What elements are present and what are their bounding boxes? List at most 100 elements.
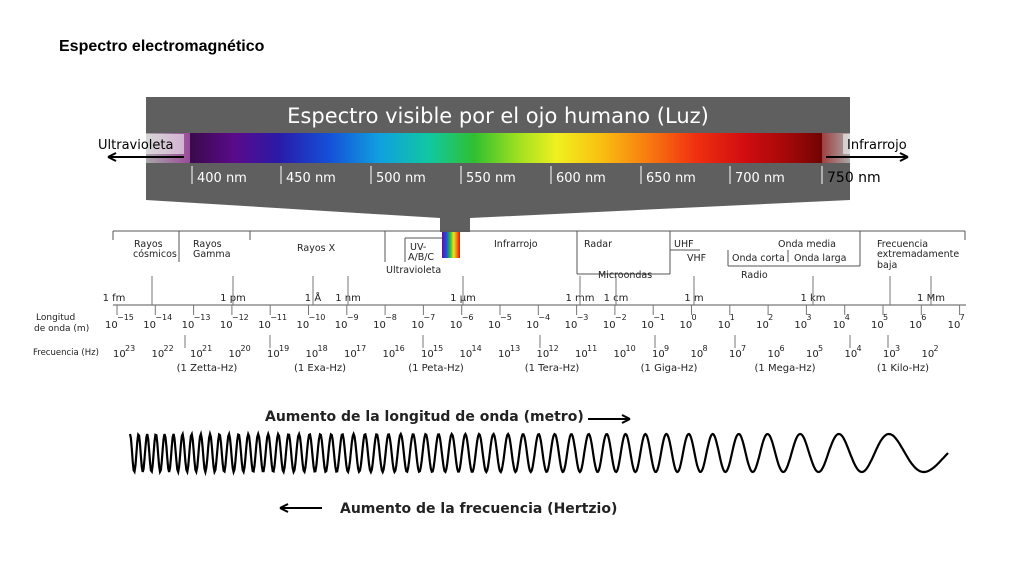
wavelength-base: 10 [335, 320, 348, 331]
frequency-unit-label: (1 Mega-Hz) [755, 363, 816, 374]
band-labels: Rayos cósmicos Rayos Gamma Rayos X UV- A… [133, 239, 959, 281]
nm-label: 600 nm [556, 171, 606, 186]
frequency-base: 10 [267, 349, 280, 360]
nm-label: 650 nm [646, 171, 696, 186]
wavelength-exponent: 6 [921, 313, 926, 322]
band-onda-corta: Onda corta [732, 253, 785, 264]
frequency-base: 10 [460, 349, 473, 360]
panel-background [146, 97, 850, 232]
frequency-exponent: 9 [664, 344, 669, 353]
wavelength-base: 10 [488, 320, 501, 331]
wavelength-caption: Aumento de la longitud de onda (metro) [265, 409, 584, 425]
band-lines [112, 230, 966, 275]
wavelength-base: 10 [948, 320, 961, 331]
wavelength-label-1: Longitud [36, 313, 75, 323]
wavelength-base: 10 [641, 320, 654, 331]
band-freq-baja-1: Frecuencia [877, 239, 928, 250]
frequency-exponent: 12 [549, 344, 559, 353]
frequency-exponent: 14 [472, 344, 482, 353]
frequency-base: 10 [306, 349, 319, 360]
band-freq-baja-3: baja [877, 260, 897, 271]
band-onda-media: Onda media [778, 239, 836, 250]
band-uv-1: UV- [410, 242, 426, 253]
frequency-exponent: 20 [241, 344, 251, 353]
wavelength-exponent: −5 [500, 313, 512, 322]
frequency-base: 10 [883, 349, 896, 360]
right-arrow-icon [588, 414, 631, 424]
band-freq-baja-2: extremadamente [877, 249, 959, 260]
frequency-exponent: 15 [433, 344, 443, 353]
frequency-base: 10 [421, 349, 434, 360]
wavelength-base: 10 [373, 320, 386, 331]
band-onda-larga: Onda larga [794, 253, 846, 264]
frequency-exponent: 4 [857, 344, 862, 353]
frequency-unit-label: (1 Exa-Hz) [294, 363, 346, 374]
frequency-unit-label: (1 Kilo-Hz) [877, 363, 929, 374]
wavelength-base: 10 [833, 320, 846, 331]
frequency-exponent: 22 [164, 344, 174, 353]
wavelength-base: 10 [258, 320, 271, 331]
frequency-exponent: 8 [703, 344, 708, 353]
frequency-exponent: 5 [818, 344, 823, 353]
band-radio: Radio [741, 270, 768, 281]
nm-label: 400 nm [197, 171, 247, 186]
band-microondas: Microondas [598, 270, 652, 281]
wavelength-base: 10 [565, 320, 578, 331]
nm-label: 450 nm [286, 171, 336, 186]
band-uv-2: A/B/C [408, 252, 434, 263]
wavelength-exponent: −4 [538, 313, 550, 322]
frequency-exponent: 11 [587, 344, 597, 353]
nm-label: 750 nm [827, 170, 881, 186]
frequency-exponent: 23 [125, 344, 135, 353]
mini-spectrum [442, 232, 460, 258]
band-vhf: VHF [687, 253, 706, 264]
frequency-base: 10 [537, 349, 550, 360]
frequency-exponents: 1023102210211020101910181017101610151014… [113, 344, 939, 360]
visible-spectrum-panel: Espectro visible por el ojo humano (Luz)… [96, 97, 917, 232]
wavelength-base: 10 [105, 320, 118, 331]
wavelength-base: 10 [220, 320, 233, 331]
frequency-exponent: 7 [741, 344, 746, 353]
wavelength-base: 10 [680, 320, 693, 331]
ir-label: Infrarrojo [847, 138, 907, 153]
frequency-exponent: 13 [510, 344, 520, 353]
band-rayos-cosmicos-2: cósmicos [133, 249, 177, 260]
wavelength-exponents: 10−1510−1410−1310−1210−1110−1010−910−810… [105, 313, 965, 331]
length-unit-label: 1 fm [103, 293, 126, 304]
frequency-exponent: 16 [395, 344, 405, 353]
ir-arrow-icon [826, 152, 909, 162]
frequency-base: 10 [691, 349, 704, 360]
frequency-label: Frecuencia (Hz) [33, 348, 99, 358]
wavelength-base: 10 [603, 320, 616, 331]
slide-title: Espectro electromagnético [59, 38, 265, 55]
wavelength-exponent: −3 [577, 313, 589, 322]
band-rayos-cosmicos-1: Rayos [134, 239, 163, 250]
left-arrow-icon [279, 503, 322, 513]
wavelength-exponent: 4 [845, 313, 850, 322]
wavelength-base: 10 [794, 320, 807, 331]
frequency-base: 10 [768, 349, 781, 360]
frequency-base: 10 [190, 349, 203, 360]
frequency-base: 10 [152, 349, 165, 360]
wavelength-base: 10 [526, 320, 539, 331]
wavelength-base: 10 [909, 320, 922, 331]
frequency-caption: Aumento de la frecuencia (Hertzio) [340, 501, 617, 517]
frequency-unit-label: (1 Giga-Hz) [641, 363, 698, 374]
frequency-base: 10 [806, 349, 819, 360]
wavelength-exponent: −14 [155, 313, 172, 322]
wave-line [128, 429, 949, 477]
frequency-units: (1 Zetta-Hz) (1 Exa-Hz) (1 Peta-Hz) (1 Tera… [177, 363, 930, 374]
wavelength-exponent: 2 [768, 313, 773, 322]
nm-label: 550 nm [466, 171, 516, 186]
frequency-unit-label: (1 Zetta-Hz) [177, 363, 238, 374]
wavelength-exponent: −1 [653, 313, 665, 322]
frequency-base: 10 [614, 349, 627, 360]
frequency-unit-label: (1 Peta-Hz) [408, 363, 464, 374]
frequency-exponent: 10 [626, 344, 636, 353]
frequency-base: 10 [344, 349, 357, 360]
wavelength-base: 10 [182, 320, 195, 331]
nm-labels: 400 nm 450 nm 500 nm 550 nm 600 nm 650 nm 700 … [191, 166, 881, 186]
wavelength-exponent: 0 [692, 313, 697, 322]
frequency-base: 10 [922, 349, 935, 360]
